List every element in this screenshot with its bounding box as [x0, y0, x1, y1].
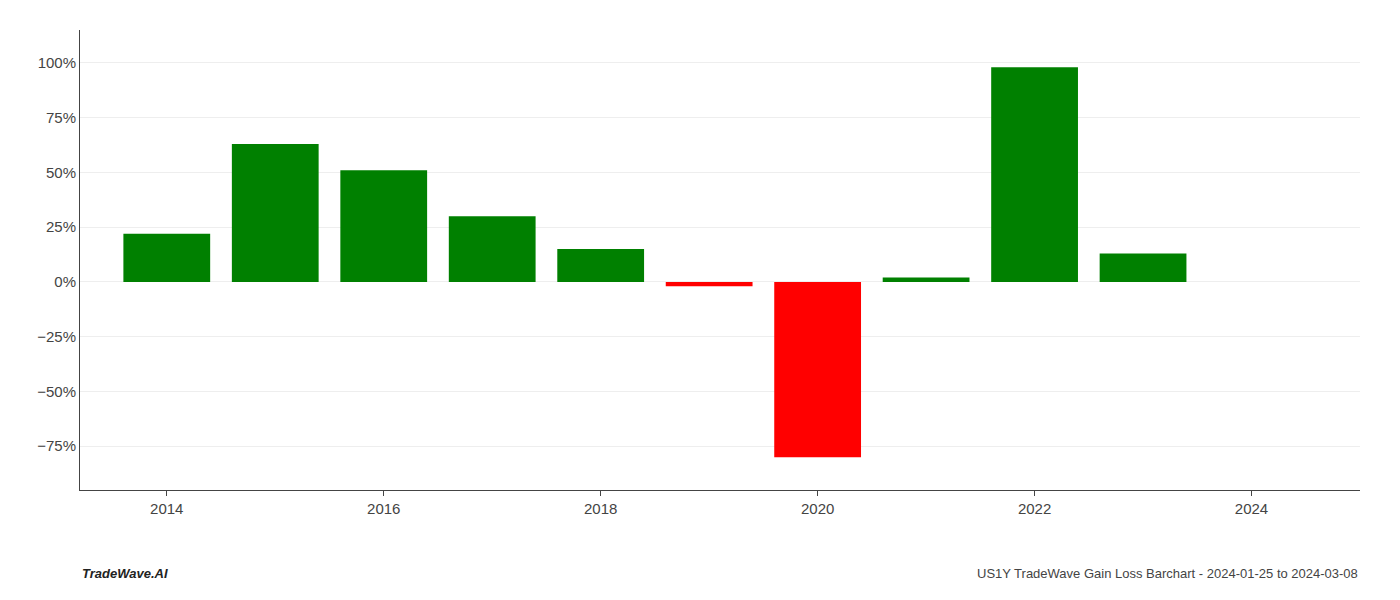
svg-text:50%: 50% — [46, 164, 76, 181]
svg-text:100%: 100% — [38, 54, 76, 71]
svg-text:US1Y TradeWave Gain Loss Barch: US1Y TradeWave Gain Loss Barchart - 2024… — [977, 566, 1358, 581]
svg-text:2016: 2016 — [367, 500, 400, 517]
svg-text:−25%: −25% — [37, 328, 76, 345]
svg-text:2024: 2024 — [1235, 500, 1268, 517]
svg-text:−50%: −50% — [37, 383, 76, 400]
svg-text:TradeWave.AI: TradeWave.AI — [82, 566, 168, 581]
svg-text:−75%: −75% — [37, 437, 76, 454]
svg-text:2018: 2018 — [584, 500, 617, 517]
svg-text:75%: 75% — [46, 109, 76, 126]
svg-text:0%: 0% — [54, 273, 76, 290]
svg-text:2014: 2014 — [150, 500, 183, 517]
svg-text:25%: 25% — [46, 218, 76, 235]
svg-text:2022: 2022 — [1018, 500, 1051, 517]
svg-text:2020: 2020 — [801, 500, 834, 517]
